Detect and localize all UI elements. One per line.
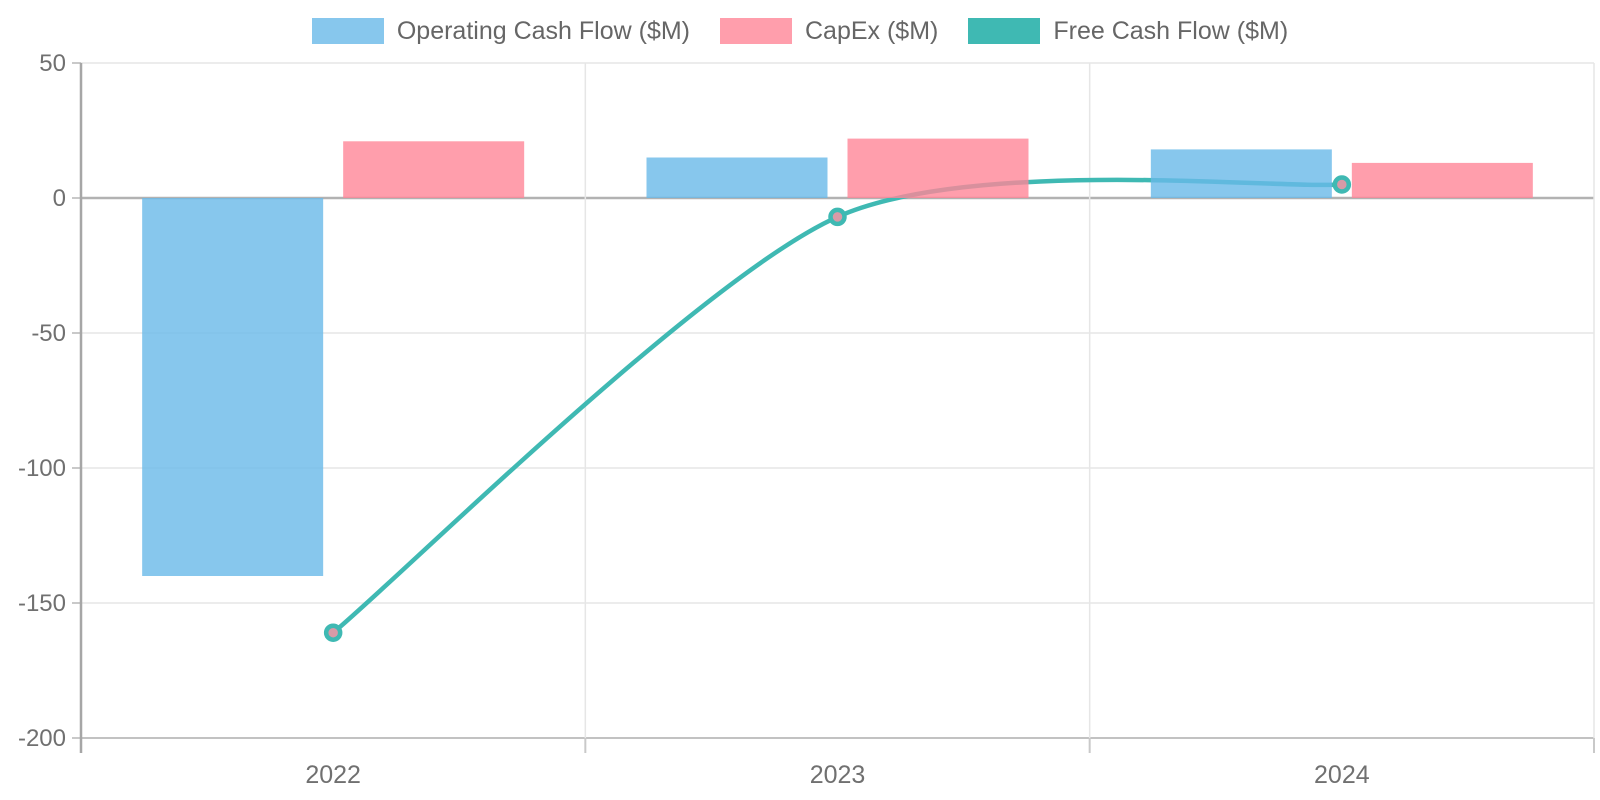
bar-capex-m-2023: [847, 138, 1029, 198]
x-axis-label-2024: 2024: [1314, 761, 1370, 789]
bar-operating-cash-flow-m-2023: [646, 157, 828, 198]
legend-item-free-cash-flow[interactable]: Free Cash Flow ($M): [968, 17, 1288, 45]
legend-swatch-free-cash-flow: [968, 18, 1041, 44]
bar-operating-cash-flow-m-2022: [142, 198, 324, 576]
legend-label-free-cash-flow: Free Cash Flow ($M): [1053, 17, 1289, 45]
free-cash-flow-m-point-2024: [1332, 175, 1352, 194]
legend-label-capex: CapEx ($M): [805, 17, 939, 45]
bar-capex-m-2022: [343, 141, 525, 198]
y-axis-label--50: -50: [31, 320, 66, 347]
y-axis-label-50: 50: [39, 50, 66, 77]
x-axis-label-2023: 2023: [810, 761, 866, 789]
legend-label-operating-cash-flow: Operating Cash Flow ($M): [396, 17, 690, 45]
free-cash-flow-m-point-2023: [828, 207, 847, 227]
legend-swatch-capex: [720, 18, 792, 44]
y-axis-label--100: -100: [18, 455, 66, 482]
x-axis-label-2022: 2022: [305, 761, 361, 789]
free-cash-flow-m-point-2022: [323, 623, 343, 642]
free-cash-flow-m-line: [330, 177, 1345, 635]
legend-item-operating-cash-flow[interactable]: Operating Cash Flow ($M): [311, 17, 690, 45]
legend-item-capex[interactable]: CapEx ($M): [720, 17, 938, 45]
y-axis-label-0: 0: [53, 185, 66, 212]
legend-swatch-operating-cash-flow: [311, 18, 384, 44]
bar-capex-m-2024: [1351, 162, 1533, 198]
bar-operating-cash-flow-m-2024: [1150, 149, 1332, 198]
chart-legend: Operating Cash Flow ($M) CapEx ($M) Free…: [0, 17, 1600, 45]
y-axis-label--150: -150: [18, 590, 66, 617]
y-axis-label--200: -200: [18, 725, 66, 752]
